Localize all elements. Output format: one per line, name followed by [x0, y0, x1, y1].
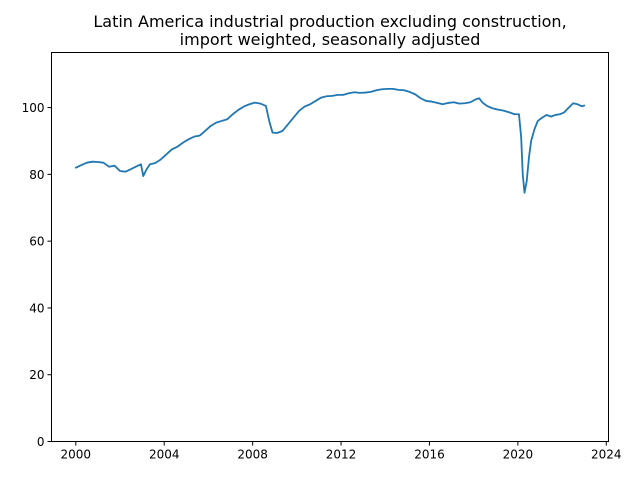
y-tick-label: 20 [29, 368, 44, 382]
y-tick-label: 80 [29, 168, 44, 182]
series-line-0 [74, 88, 586, 194]
y-tick-label: 100 [22, 101, 45, 115]
x-tick-label: 2024 [591, 448, 622, 462]
chart-title-line-2: import weighted, seasonally adjusted [180, 30, 481, 49]
axis-ticks: 2000 2004 2008 2012 2016 2020 2024 0 20 40 60 80 100 [22, 101, 622, 461]
x-tick-label: 2016 [414, 448, 445, 462]
x-tick-label: 2012 [326, 448, 357, 462]
x-tick-label: 2008 [237, 448, 268, 462]
chart-title-line-1: Latin America industrial production excl… [93, 12, 566, 31]
y-tick-label: 60 [29, 235, 44, 249]
y-tick-label: 40 [29, 301, 44, 315]
y-tick-label: 0 [37, 435, 45, 449]
x-tick-label: 2020 [503, 448, 534, 462]
plot-area [74, 88, 586, 194]
x-tick-label: 2000 [61, 448, 92, 462]
x-tick-label: 2004 [149, 448, 180, 462]
axes-frame [51, 52, 609, 442]
